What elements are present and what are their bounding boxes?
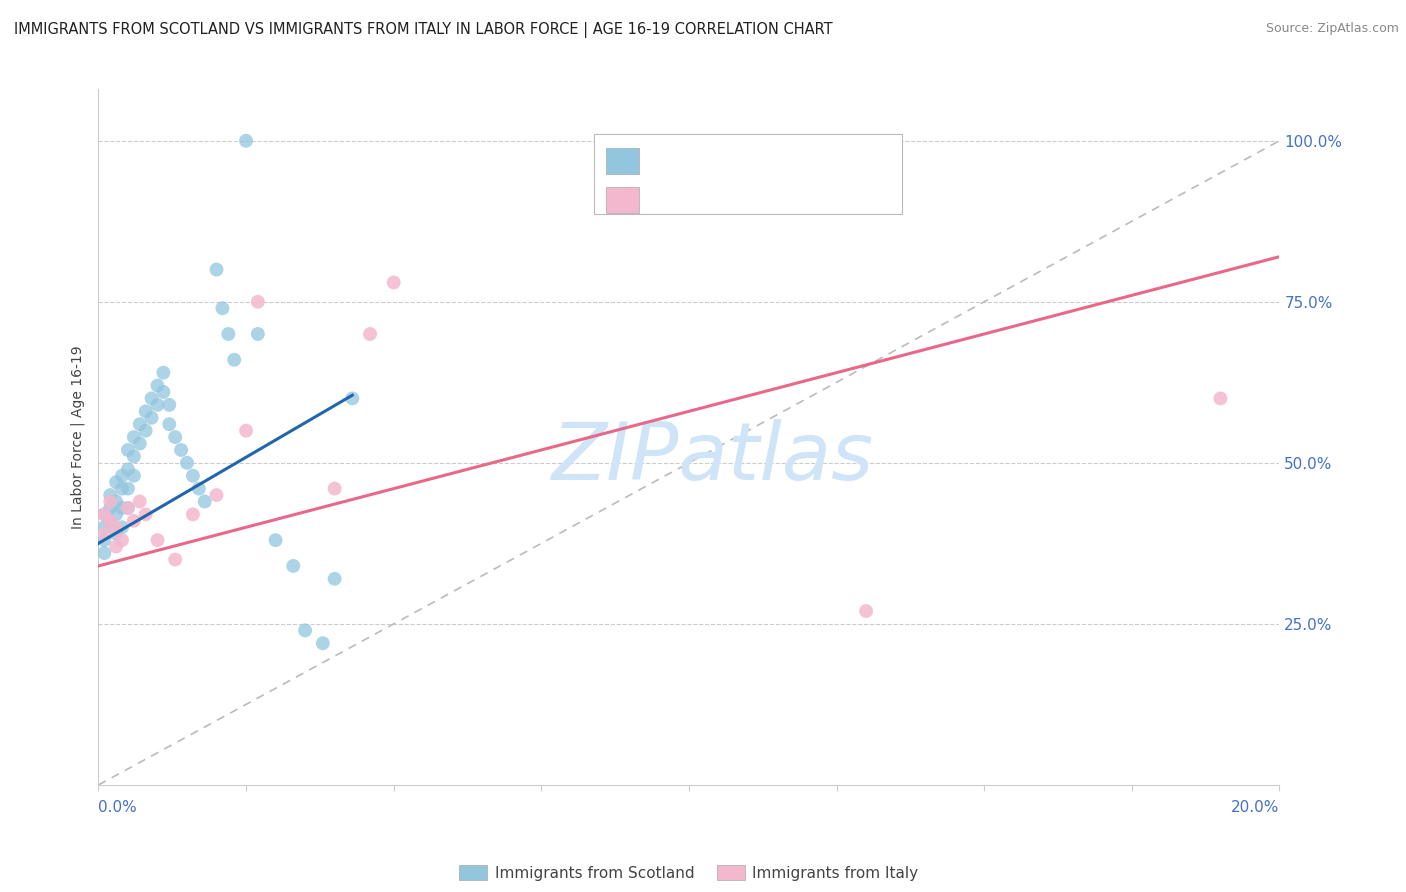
Point <box>117 462 139 476</box>
Point <box>312 636 335 650</box>
Point <box>117 442 139 457</box>
Point <box>117 500 139 515</box>
Point <box>122 430 145 444</box>
Point <box>157 417 180 432</box>
Point <box>117 500 139 515</box>
Point <box>146 378 169 392</box>
Point <box>246 294 269 309</box>
Text: 52: 52 <box>811 152 834 169</box>
Point <box>98 488 121 502</box>
Text: R =: R = <box>651 191 688 209</box>
Point <box>141 392 163 406</box>
Point <box>98 500 121 515</box>
Point <box>146 398 169 412</box>
Point <box>342 392 364 406</box>
Point <box>1209 392 1232 406</box>
Point <box>157 398 180 412</box>
Point <box>122 514 145 528</box>
Point <box>187 482 209 496</box>
Point <box>128 494 150 508</box>
Point <box>111 482 134 496</box>
Text: 20.0%: 20.0% <box>1232 800 1279 814</box>
Point <box>205 262 228 277</box>
Text: N =: N = <box>769 152 806 169</box>
Point <box>111 468 134 483</box>
FancyBboxPatch shape <box>606 147 640 174</box>
Point <box>283 558 305 573</box>
Point <box>98 514 121 528</box>
Point <box>93 508 115 522</box>
Point <box>152 366 174 380</box>
FancyBboxPatch shape <box>595 135 901 214</box>
Text: IMMIGRANTS FROM SCOTLAND VS IMMIGRANTS FROM ITALY IN LABOR FORCE | AGE 16-19 COR: IMMIGRANTS FROM SCOTLAND VS IMMIGRANTS F… <box>14 22 832 38</box>
Point <box>181 508 204 522</box>
Text: 0.0%: 0.0% <box>98 800 138 814</box>
Point <box>93 533 115 548</box>
Point <box>98 494 121 508</box>
Point <box>93 526 115 541</box>
Text: 22: 22 <box>811 191 834 209</box>
Point <box>111 533 134 548</box>
Point <box>93 508 115 522</box>
Text: 0.460: 0.460 <box>695 191 748 209</box>
Point <box>105 540 128 554</box>
Point <box>128 436 150 450</box>
Point <box>294 624 316 638</box>
Point <box>111 500 134 515</box>
Y-axis label: In Labor Force | Age 16-19: In Labor Force | Age 16-19 <box>70 345 86 529</box>
Point <box>98 514 121 528</box>
Point <box>382 276 405 290</box>
Point <box>93 520 115 534</box>
Point <box>105 526 128 541</box>
Point <box>235 424 257 438</box>
Point <box>93 546 115 560</box>
Point <box>211 301 233 316</box>
Point <box>235 134 257 148</box>
Point <box>117 482 139 496</box>
Point <box>105 520 128 534</box>
Point <box>181 468 204 483</box>
Point <box>217 326 239 341</box>
Legend: Immigrants from Scotland, Immigrants from Italy: Immigrants from Scotland, Immigrants fro… <box>453 859 925 887</box>
Point <box>105 475 128 490</box>
Point <box>359 326 381 341</box>
Point <box>323 572 346 586</box>
Point <box>128 417 150 432</box>
Point <box>146 533 169 548</box>
Point <box>176 456 198 470</box>
Point <box>224 352 246 367</box>
Point <box>205 488 228 502</box>
Point <box>246 326 269 341</box>
Point <box>135 424 157 438</box>
FancyBboxPatch shape <box>606 186 640 213</box>
Text: N =: N = <box>769 191 806 209</box>
Text: ZIPatlas: ZIPatlas <box>551 419 873 497</box>
Point <box>165 430 187 444</box>
Text: R =: R = <box>651 152 688 169</box>
Point <box>135 508 157 522</box>
Point <box>152 384 174 399</box>
Point <box>323 482 346 496</box>
Point <box>135 404 157 418</box>
Point <box>170 442 193 457</box>
Point <box>855 604 877 618</box>
Point <box>105 508 128 522</box>
Point <box>122 450 145 464</box>
Point <box>141 410 163 425</box>
Text: 0.284: 0.284 <box>695 152 748 169</box>
Point <box>105 494 128 508</box>
Text: Source: ZipAtlas.com: Source: ZipAtlas.com <box>1265 22 1399 36</box>
Point <box>194 494 217 508</box>
Point <box>264 533 287 548</box>
Point <box>122 468 145 483</box>
Point <box>111 520 134 534</box>
Point <box>165 552 187 566</box>
